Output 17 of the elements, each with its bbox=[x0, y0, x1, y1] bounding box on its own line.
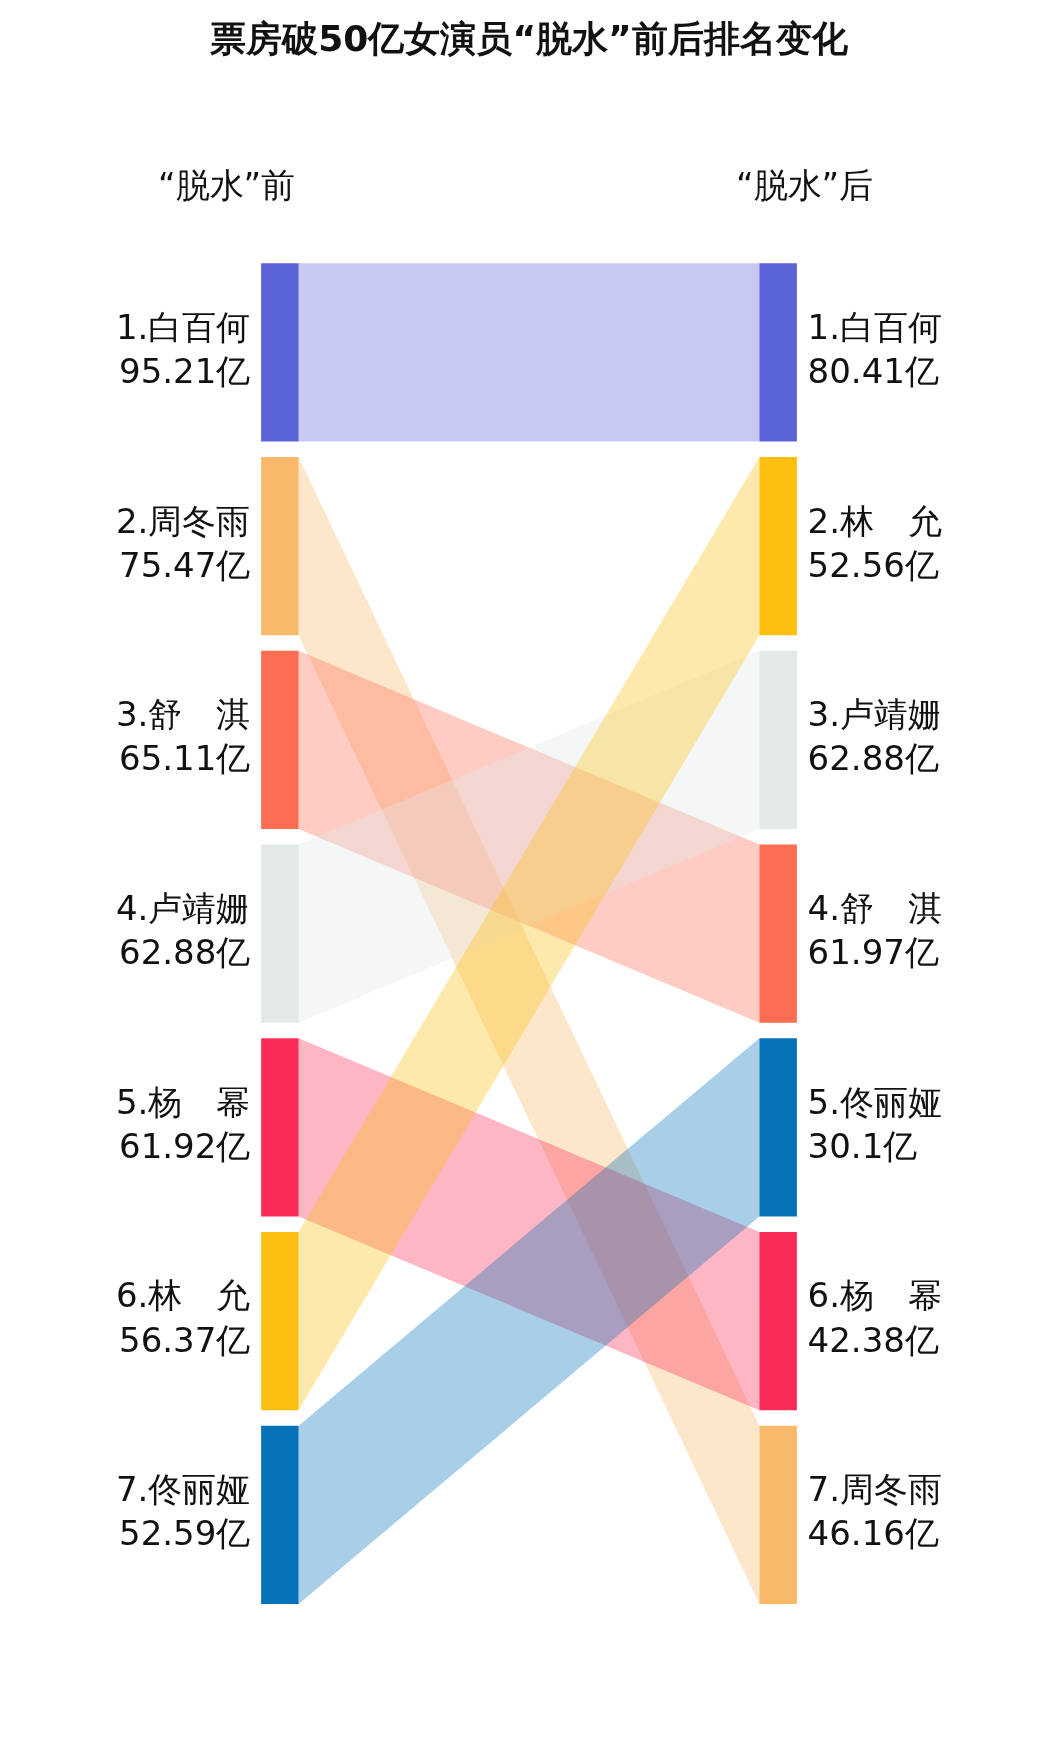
data-label: 1.白百何 80.41亿 bbox=[807, 306, 943, 392]
data-label: 7.佟丽娅 52.59亿 bbox=[115, 1469, 251, 1554]
data-label: 2.周冬雨 75.47亿 bbox=[115, 500, 251, 585]
data-label: 4.舒 淇 61.97亿 bbox=[807, 888, 943, 973]
data-label: 5.佟丽娅 30.1亿 bbox=[807, 1081, 943, 1166]
data-label: 7.周冬雨 46.16亿 bbox=[807, 1469, 943, 1554]
category-label: “脱水”前 bbox=[158, 165, 296, 205]
data-label: 4.卢靖姗 62.88亿 bbox=[115, 888, 251, 973]
data-label: 2.林 允 52.56亿 bbox=[807, 500, 943, 585]
text: 票房破50亿女演员“脱水”前后排名变化 bbox=[210, 18, 849, 60]
data-label: 1.白百何 95.21亿 bbox=[115, 306, 251, 392]
data-label: 6.林 允 56.37亿 bbox=[115, 1275, 251, 1360]
data-label: 3.舒 淇 65.11亿 bbox=[115, 694, 251, 779]
data-label: 3.卢靖姗 62.88亿 bbox=[807, 694, 943, 779]
category-label: “脱水”后 bbox=[736, 165, 874, 205]
data-label: 5.杨 幂 61.92亿 bbox=[115, 1081, 251, 1166]
data-label: 6.杨 幂 42.38亿 bbox=[807, 1275, 943, 1360]
